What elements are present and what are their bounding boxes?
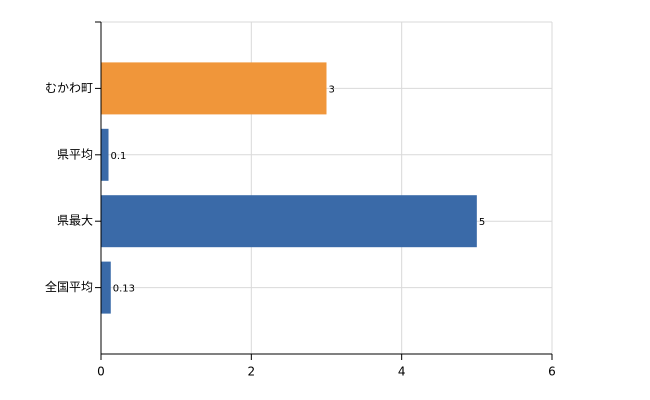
value-label: 0.13 bbox=[113, 284, 135, 295]
y-tick-label: 県平均 bbox=[57, 147, 93, 161]
value-label: 0.1 bbox=[111, 151, 127, 162]
y-tick-label: むかわ町 bbox=[45, 81, 93, 95]
x-tick-label: 4 bbox=[398, 365, 406, 379]
bar bbox=[101, 261, 111, 314]
bar bbox=[101, 62, 327, 115]
x-tick-label: 6 bbox=[548, 365, 556, 379]
x-tick-label: 2 bbox=[248, 365, 256, 379]
y-tick-label: 県最大 bbox=[57, 214, 93, 228]
y-tick-label: 全国平均 bbox=[45, 279, 93, 294]
value-label: 3 bbox=[329, 84, 335, 95]
value-label: 5 bbox=[479, 217, 485, 228]
bar bbox=[101, 195, 477, 248]
x-tick-label: 0 bbox=[97, 365, 105, 379]
bar bbox=[101, 128, 109, 181]
